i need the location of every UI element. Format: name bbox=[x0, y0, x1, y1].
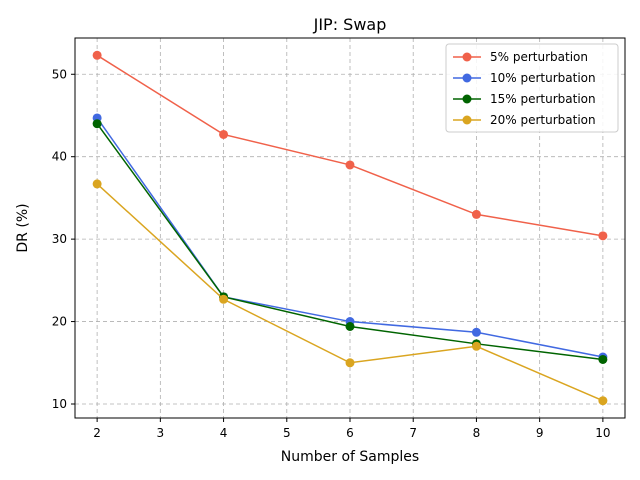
legend: 5% perturbation 10% perturbation 15% pertu… bbox=[445, 43, 619, 133]
y-axis-ticks: 10 20 30 40 50 bbox=[52, 67, 75, 411]
y-tick-label: 10 bbox=[52, 397, 67, 411]
legend-swatch-marker bbox=[462, 94, 472, 104]
legend-item: 10% perturbation bbox=[453, 71, 596, 85]
x-tick-label: 2 bbox=[93, 426, 101, 440]
data-point bbox=[345, 160, 355, 170]
y-tick-label: 40 bbox=[52, 150, 67, 164]
x-tick-label: 4 bbox=[220, 426, 228, 440]
legend-item: 5% perturbation bbox=[453, 50, 588, 64]
x-tick-label: 10 bbox=[595, 426, 610, 440]
legend-label: 20% perturbation bbox=[490, 113, 596, 127]
legend-label: 5% perturbation bbox=[490, 50, 588, 64]
y-tick-label: 30 bbox=[52, 232, 67, 246]
series-1 bbox=[92, 50, 608, 241]
y-tick-label: 50 bbox=[52, 67, 67, 81]
legend-item: 20% perturbation bbox=[453, 113, 596, 127]
x-axis-ticks: 2 3 4 5 6 7 8 9 10 bbox=[93, 418, 611, 440]
data-point bbox=[92, 50, 102, 60]
x-tick-label: 5 bbox=[283, 426, 291, 440]
series-lines bbox=[92, 50, 608, 406]
legend-swatch-marker bbox=[462, 115, 472, 125]
legend-box bbox=[445, 43, 619, 133]
data-point bbox=[471, 327, 481, 337]
series-4 bbox=[92, 179, 608, 406]
legend-item: 15% perturbation bbox=[453, 92, 596, 106]
legend-swatch-marker bbox=[462, 52, 472, 62]
legend-label: 10% perturbation bbox=[490, 71, 596, 85]
data-point bbox=[345, 322, 355, 332]
data-point bbox=[471, 209, 481, 219]
x-tick-label: 8 bbox=[473, 426, 481, 440]
data-point bbox=[219, 129, 229, 139]
x-tick-label: 6 bbox=[346, 426, 354, 440]
data-point bbox=[345, 358, 355, 368]
x-axis-label: Number of Samples bbox=[281, 449, 419, 465]
x-tick-label: 9 bbox=[536, 426, 544, 440]
chart-title: JIP: Swap bbox=[313, 15, 387, 34]
legend-swatch-marker bbox=[462, 73, 472, 83]
data-point bbox=[92, 179, 102, 189]
data-point bbox=[598, 354, 608, 364]
y-axis-label: DR (%) bbox=[15, 203, 31, 252]
x-tick-label: 7 bbox=[409, 426, 417, 440]
x-tick-label: 3 bbox=[157, 426, 165, 440]
data-point bbox=[471, 341, 481, 351]
y-tick-label: 20 bbox=[52, 315, 67, 329]
data-point bbox=[92, 119, 102, 129]
data-point bbox=[598, 396, 608, 406]
data-point bbox=[219, 294, 229, 304]
data-point bbox=[598, 231, 608, 241]
legend-label: 15% perturbation bbox=[490, 92, 596, 106]
